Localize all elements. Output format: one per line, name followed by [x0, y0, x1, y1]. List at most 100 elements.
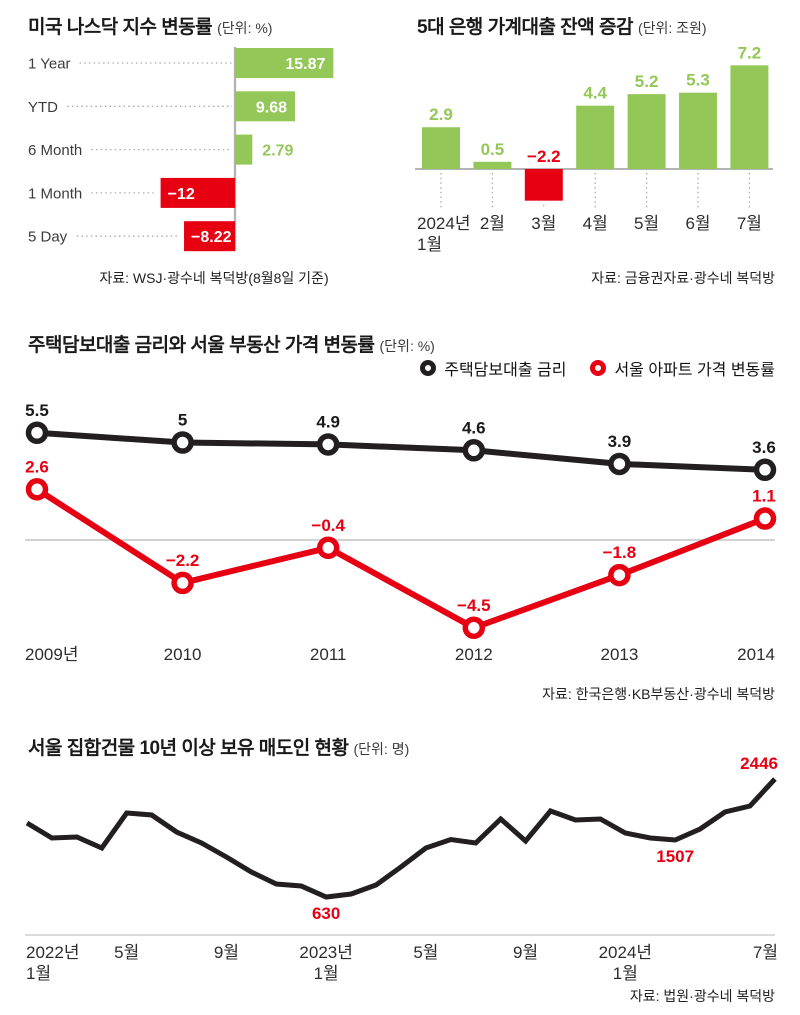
value-label: −12: [168, 186, 195, 203]
axis-label: 9월: [513, 943, 538, 962]
legend-label: 주택담보대출 금리: [444, 362, 567, 379]
data-point-marker: [316, 536, 340, 560]
data-point-marker: [25, 478, 49, 501]
axis-label: 2012: [455, 645, 493, 664]
value-label: 15.87: [285, 56, 325, 73]
data-point-marker: [171, 431, 194, 454]
axis-label: 5월: [114, 943, 139, 962]
bar-month-4: [627, 94, 666, 169]
data-point-marker: [462, 616, 486, 639]
value-label: 1.1: [752, 487, 776, 506]
legend-marker-black-icon: [420, 360, 437, 376]
data-point-marker: [316, 433, 340, 456]
axis-label: 2009년: [25, 645, 78, 664]
source-note: 자료: WSJ·광수네 복덕방(8월8일 기준): [99, 270, 329, 286]
source-note: 자료: 한국은행·KB부동산·광수네 복덕방: [542, 686, 775, 702]
legend-label: 서울 아파트 가격 변동률: [614, 362, 775, 379]
axis-label: 2014: [737, 645, 775, 664]
value-label: 4.9: [316, 412, 340, 431]
chart-title-text: 서울 집합건물 10년 이상 보유 매도인 현황: [28, 738, 349, 759]
chart-unit-label: (단위: %): [217, 20, 273, 36]
category-label: 5 Day: [28, 229, 68, 246]
data-point-marker: [171, 571, 194, 595]
legend-marker-red-icon: [590, 360, 607, 376]
axis-label: 3월: [531, 214, 556, 233]
annotation-2446: 2446: [740, 754, 778, 773]
axis-label: 7월: [753, 943, 778, 962]
legend-item-mortgage-rate: 주택담보대출 금리: [420, 356, 566, 380]
bar-month-5: [679, 92, 717, 169]
value-label: 5.5: [25, 401, 49, 420]
source-note: 자료: 법원·광수네 복덕방: [629, 988, 775, 1004]
data-point-marker: [753, 507, 777, 530]
axis-label: 1월: [26, 964, 51, 983]
axis-label: 2월: [480, 214, 505, 233]
value-label: −1.8: [603, 543, 637, 562]
category-label: 1 Year: [28, 56, 71, 73]
mortgage-chart-title: 주택담보대출 금리와 서울 부동산 가격 변동률 (단위: %): [28, 330, 435, 357]
axis-label: 2022년: [26, 943, 79, 962]
value-label: 3.6: [752, 438, 776, 457]
axis-label: 2024년: [599, 943, 652, 962]
series-line-1: [35, 486, 767, 632]
chart-title-text: 5대 은행 가계대출 잔액 증감: [417, 17, 633, 38]
data-point-marker: [25, 421, 49, 444]
value-label: 5.2: [635, 72, 659, 91]
value-label: 7.2: [738, 43, 762, 62]
axis-label: 4월: [583, 214, 608, 233]
value-label: 5.3: [686, 71, 710, 90]
annotation-1507: 1507: [656, 847, 694, 866]
axis-label: 2024년: [417, 214, 470, 233]
value-label: 4.6: [462, 418, 486, 437]
bar-6-month: [235, 134, 253, 165]
axis-label: 7월: [737, 214, 762, 233]
data-point-marker: [753, 458, 777, 482]
value-label: −8.22: [191, 229, 232, 246]
axis-label: 5월: [634, 214, 659, 233]
nasdaq-chart-title: 미국 나스닥 지수 변동률 (단위: %): [28, 12, 272, 39]
value-label: 9.68: [256, 99, 287, 116]
chart-title-text: 미국 나스닥 지수 변동률: [28, 17, 213, 38]
bar-month-6: [730, 65, 769, 169]
chart-unit-label: (단위: %): [379, 338, 435, 354]
bar-month-0: [422, 127, 460, 169]
chart-unit-label: (단위: 조원): [637, 20, 707, 36]
value-label: 2.9: [429, 105, 453, 124]
chart-unit-label: (단위: 명): [353, 741, 410, 757]
category-label: 6 Month: [28, 142, 82, 159]
axis-label: 5월: [413, 943, 438, 962]
axis-label: 1월: [314, 964, 339, 983]
axis-label: 2013: [600, 645, 638, 664]
value-label: 2.79: [262, 143, 293, 160]
bar-5-day: [184, 221, 235, 252]
chart-title-text: 주택담보대출 금리와 서울 부동산 가격 변동률: [28, 335, 375, 356]
series-line-0: [36, 429, 766, 473]
legend: 주택담보대출 금리 서울 아파트 가격 변동률: [420, 356, 775, 380]
bar-1-month: [160, 177, 235, 208]
loans-chart-title: 5대 은행 가계대출 잔액 증감 (단위: 조원): [417, 12, 707, 39]
axis-label: 1월: [613, 964, 638, 983]
axis-label: 2010: [164, 645, 202, 664]
value-label: −4.5: [457, 596, 491, 615]
value-label: −2.2: [166, 551, 200, 570]
axis-label: 1월: [417, 235, 442, 254]
bar-month-1: [473, 161, 512, 169]
value-label: 2.6: [25, 457, 49, 476]
bar-1-year: [235, 48, 334, 78]
axis-label: 2023년: [299, 943, 352, 962]
series-line: [25, 777, 777, 900]
bar-month-2: [524, 169, 563, 201]
annotation-630: 630: [312, 904, 340, 923]
value-label: 4.4: [583, 84, 607, 103]
value-label: 5: [178, 411, 187, 430]
value-label: −0.4: [311, 516, 345, 535]
value-label: 0.5: [481, 140, 505, 159]
axis-label: 9월: [214, 943, 239, 962]
data-point-marker: [608, 563, 631, 587]
bar-month-3: [576, 105, 615, 169]
axis-label: 6월: [685, 214, 710, 233]
category-label: YTD: [28, 99, 58, 116]
data-point-marker: [462, 439, 486, 462]
